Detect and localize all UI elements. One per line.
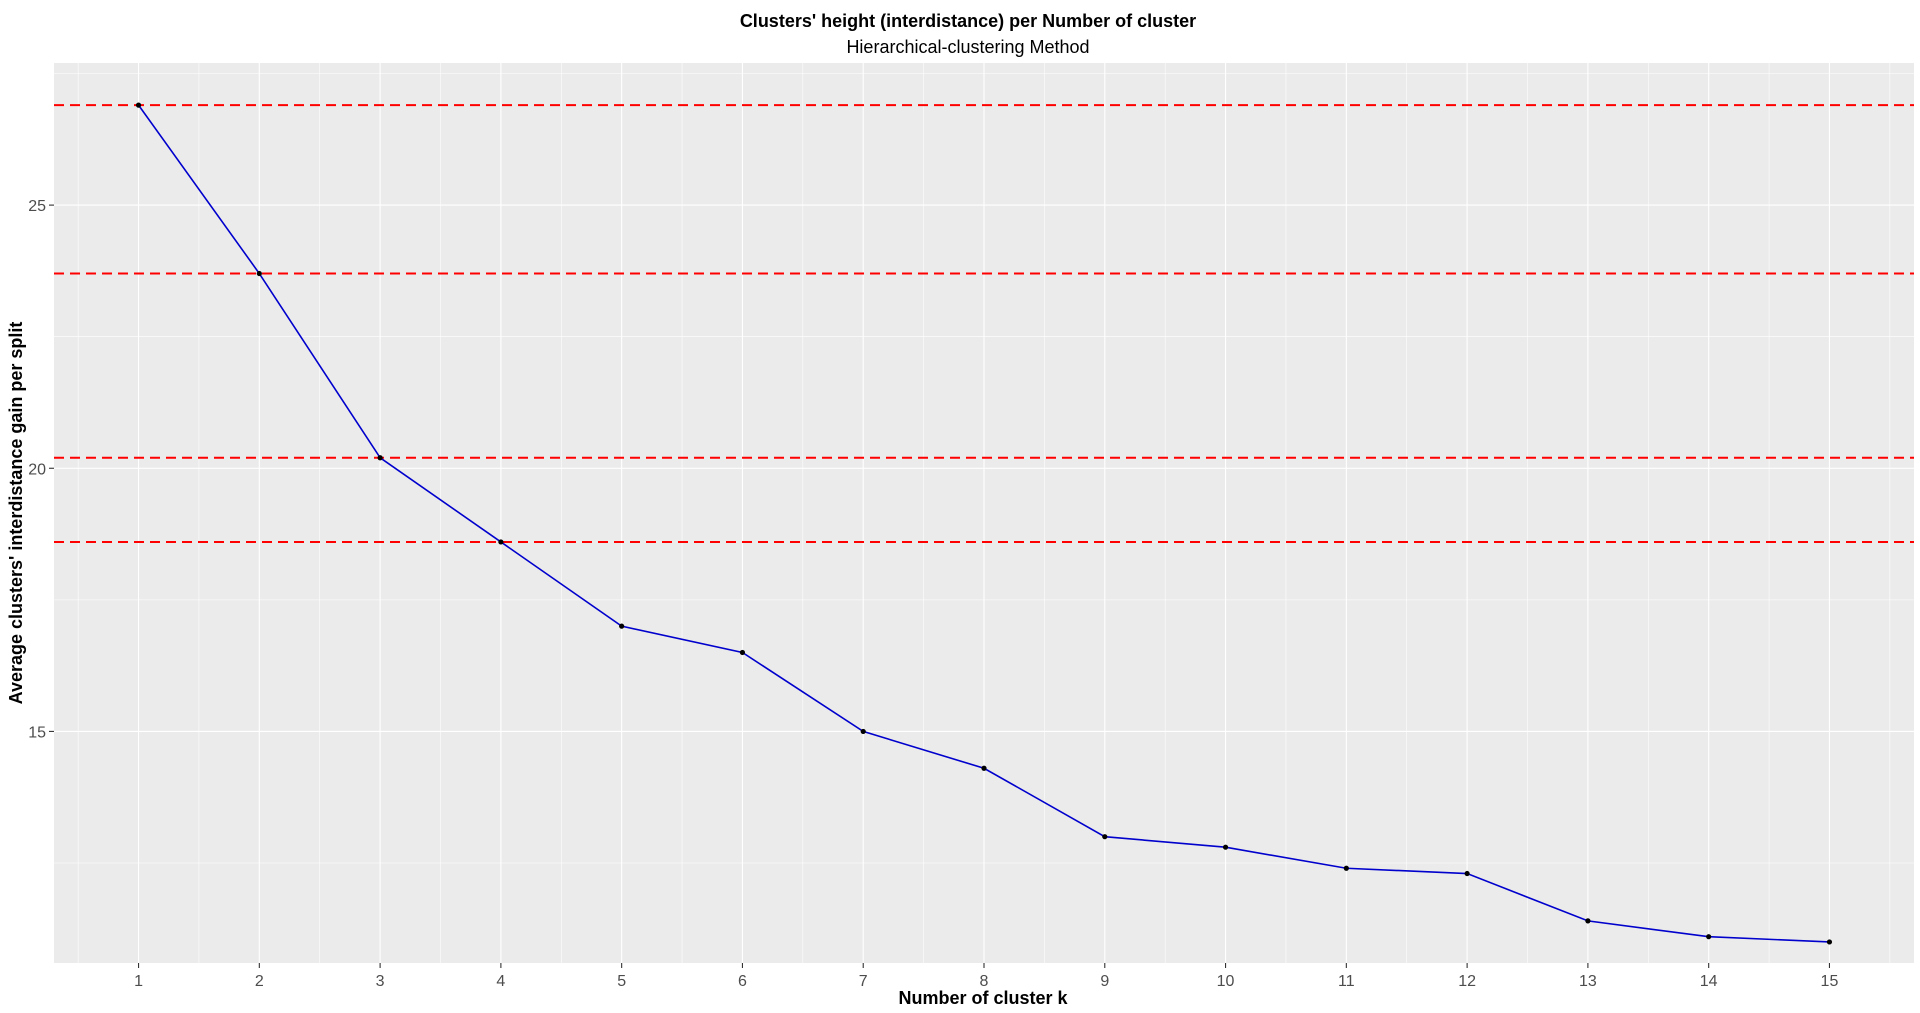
x-tick-label: 13: [1579, 973, 1597, 990]
data-point: [1464, 870, 1470, 877]
data-point: [256, 270, 262, 277]
x-tick-label: 10: [1217, 973, 1235, 990]
grid-lines: [54, 63, 1914, 963]
data-points: [135, 102, 1833, 945]
data-point: [1343, 865, 1349, 871]
data-point: [1222, 844, 1229, 850]
x-tick-label: 3: [376, 973, 385, 990]
x-tick-label: 1: [134, 973, 143, 990]
data-point: [377, 455, 383, 461]
y-axis-ticks: 15 20 25: [28, 198, 54, 741]
x-tick-label: 7: [859, 973, 868, 990]
data-point: [498, 539, 504, 545]
data-point: [739, 649, 746, 656]
data-point: [619, 623, 625, 629]
chart-subtitle: Hierarchical-clustering Method: [846, 37, 1089, 57]
data-point: [860, 728, 866, 735]
chart-title: Clusters' height (interdistance) per Num…: [740, 11, 1196, 31]
x-tick-label: 9: [1100, 973, 1109, 990]
x-tick-label: 14: [1700, 973, 1718, 990]
x-tick-label: 2: [255, 973, 264, 990]
x-tick-label: 12: [1458, 973, 1476, 990]
x-tick-label: 4: [496, 973, 505, 990]
reference-lines: [54, 104, 1914, 543]
x-axis-ticks: 1 2 3 4 5 6 7 8 9 10 11 12 13 14 15: [134, 963, 1838, 990]
x-tick-label: 5: [617, 973, 626, 990]
x-tick-label: 8: [980, 973, 989, 990]
x-axis-title: Number of cluster k: [898, 988, 1068, 1008]
data-point: [981, 765, 987, 771]
data-point: [1102, 834, 1108, 840]
y-tick-label: 20: [28, 461, 46, 478]
y-tick-label: 25: [28, 198, 46, 215]
x-tick-label: 15: [1821, 973, 1839, 990]
data-point: [1826, 939, 1833, 945]
y-tick-label: 15: [28, 724, 46, 741]
y-axis-title: Average clusters' interdistance gain per…: [6, 322, 26, 705]
data-point: [1706, 934, 1712, 940]
x-tick-label: 11: [1338, 973, 1355, 990]
data-point: [1585, 918, 1591, 924]
x-tick-label: 6: [738, 973, 747, 990]
data-point: [135, 102, 142, 108]
